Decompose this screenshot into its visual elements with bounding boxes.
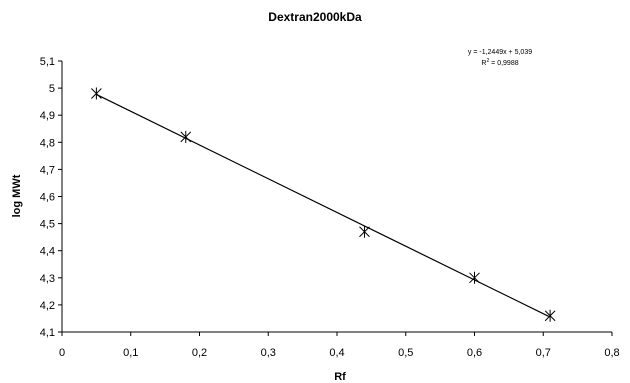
trendline-equation: y = -1,2449x + 5,039 — [468, 49, 532, 56]
y-tick-label: 5 — [49, 83, 55, 95]
data-point — [180, 130, 192, 143]
y-tick-label: 5,1 — [40, 56, 55, 68]
data-point — [544, 309, 556, 322]
x-tick-label: 0,3 — [261, 347, 276, 359]
trendline — [96, 93, 551, 318]
y-tick-label: 4,1 — [40, 327, 55, 339]
x-tick-label: 0 — [59, 347, 65, 359]
data-point — [91, 87, 102, 100]
x-tick-label: 0,1 — [123, 347, 138, 359]
r-squared-value: = 0,9988 — [489, 60, 518, 67]
trendline-group — [96, 93, 551, 318]
r-squared-superscript: 2 — [486, 58, 489, 64]
x-tick-label: 0,7 — [536, 347, 551, 359]
y-ticks: 4,1 4,2 4,3 4,4 4,5 4,6 4,7 4,8 4,9 5 5,1 — [40, 56, 62, 339]
y-tick-label: 4,4 — [40, 246, 55, 258]
x-tick-label: 0,8 — [604, 347, 619, 359]
r-squared-label: R2 = 0,9988 — [481, 58, 518, 67]
data-point — [469, 271, 480, 284]
y-tick-label: 4,7 — [40, 164, 55, 176]
y-tick-label: 4,5 — [40, 219, 55, 231]
y-tick-label: 4,9 — [40, 110, 55, 122]
x-tick-label: 0,2 — [192, 347, 207, 359]
chart-title: Dextran2000kDa — [268, 10, 362, 24]
y-axis-label: log MWt — [11, 174, 23, 217]
y-tick-label: 4,8 — [40, 137, 55, 149]
plot-area: 4,14,24,34,44,54,64,74,84,955,1 0 0,1 0,2 0… — [40, 56, 620, 359]
y-tick-label: 4,6 — [40, 192, 55, 204]
x-tick-label: 0,5 — [398, 347, 413, 359]
y-tick-label: 4,2 — [40, 300, 55, 312]
data-point — [359, 225, 370, 238]
data-points — [91, 87, 556, 322]
y-tick-label: 4,3 — [40, 273, 55, 285]
x-ticks: 0 0,1 0,2 0,3 0,4 0,5 0,6 0,7 0,8 — [59, 332, 620, 359]
x-tick-label: 0,4 — [329, 347, 344, 359]
x-tick-label: 0,6 — [467, 347, 482, 359]
x-axis-label: Rf — [334, 371, 346, 383]
r-squared-prefix: R — [481, 60, 486, 67]
